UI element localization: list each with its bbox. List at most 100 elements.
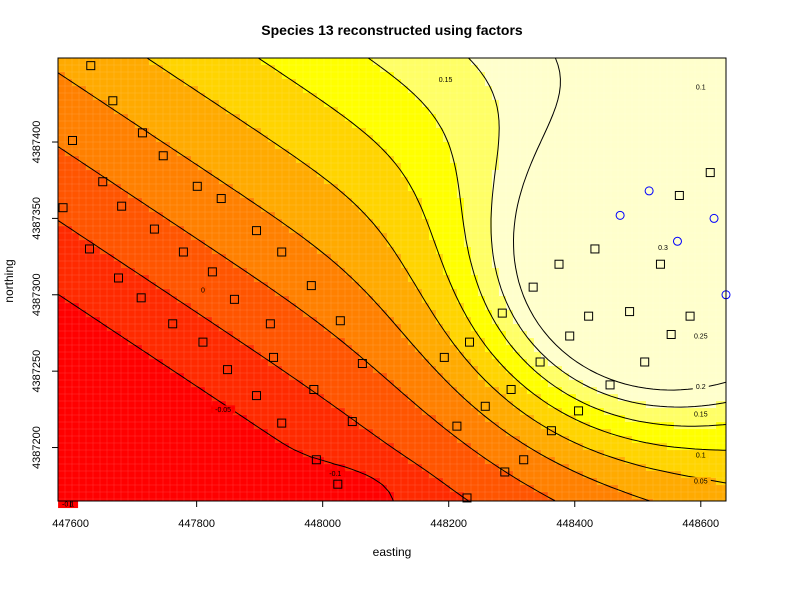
heatmap-cell (394, 352, 401, 359)
heatmap-cell (471, 359, 478, 366)
heatmap-cell (317, 380, 324, 387)
heatmap-cell (198, 72, 205, 79)
heatmap-cell (625, 289, 632, 296)
heatmap-cell (681, 331, 688, 338)
heatmap-cell (548, 296, 555, 303)
heatmap-cell (499, 121, 506, 128)
heatmap-cell (695, 282, 702, 289)
heatmap-cell (709, 387, 716, 394)
heatmap-cell (569, 184, 576, 191)
heatmap-cell (135, 107, 142, 114)
heatmap-cell (247, 191, 254, 198)
heatmap-cell (163, 261, 170, 268)
heatmap-cell (65, 310, 72, 317)
heatmap-cell (303, 65, 310, 72)
heatmap-cell (100, 149, 107, 156)
heatmap-cell (611, 366, 618, 373)
heatmap-cell (548, 170, 555, 177)
heatmap-cell (653, 310, 660, 317)
heatmap-cell (478, 177, 485, 184)
heatmap-cell (653, 58, 660, 65)
heatmap-cell (527, 156, 534, 163)
heatmap-cell (338, 282, 345, 289)
heatmap-cell (72, 128, 79, 135)
heatmap-cell (611, 191, 618, 198)
heatmap-cell (275, 317, 282, 324)
heatmap-cell (520, 142, 527, 149)
heatmap-cell (576, 163, 583, 170)
heatmap-cell (156, 233, 163, 240)
heatmap-cell (380, 212, 387, 219)
heatmap-cell (212, 324, 219, 331)
heatmap-cell (632, 415, 639, 422)
heatmap-cell (233, 233, 240, 240)
heatmap-cell (373, 359, 380, 366)
heatmap-cell (716, 86, 723, 93)
heatmap-cell (219, 359, 226, 366)
heatmap-cell (387, 240, 394, 247)
heatmap-cell (128, 79, 135, 86)
heatmap-cell (674, 114, 681, 121)
heatmap-cell (275, 156, 282, 163)
heatmap-cell (660, 296, 667, 303)
heatmap-cell (107, 359, 114, 366)
heatmap-cell (408, 142, 415, 149)
heatmap-cell (268, 79, 275, 86)
heatmap-cell (436, 156, 443, 163)
heatmap-cell (107, 366, 114, 373)
heatmap-cell (310, 317, 317, 324)
heatmap-cell (282, 296, 289, 303)
heatmap-cell (653, 387, 660, 394)
heatmap-cell (485, 303, 492, 310)
heatmap-cell (492, 380, 499, 387)
heatmap-cell (254, 345, 261, 352)
heatmap-cell (408, 261, 415, 268)
heatmap-cell (247, 86, 254, 93)
heatmap-cell (177, 135, 184, 142)
heatmap-cell (429, 275, 436, 282)
heatmap-cell (625, 394, 632, 401)
heatmap-cell (478, 268, 485, 275)
heatmap-cell (443, 394, 450, 401)
heatmap-cell (100, 142, 107, 149)
heatmap-cell (310, 72, 317, 79)
heatmap-cell (149, 345, 156, 352)
heatmap-cell (177, 107, 184, 114)
heatmap-cell (324, 268, 331, 275)
heatmap-cell (107, 254, 114, 261)
heatmap-cell (597, 233, 604, 240)
heatmap-cell (254, 205, 261, 212)
heatmap-cell (282, 268, 289, 275)
heatmap-cell (121, 387, 128, 394)
heatmap-cell (247, 233, 254, 240)
heatmap-cell (485, 100, 492, 107)
heatmap-cell (345, 58, 352, 65)
heatmap-cell (107, 128, 114, 135)
heatmap-cell (674, 93, 681, 100)
heatmap-cell (303, 380, 310, 387)
heatmap-cell (219, 233, 226, 240)
heatmap-cell (660, 415, 667, 422)
heatmap-cell (541, 401, 548, 408)
heatmap-cell (688, 226, 695, 233)
heatmap-cell (373, 352, 380, 359)
heatmap-cell (548, 198, 555, 205)
heatmap-cell (219, 177, 226, 184)
heatmap-cell (121, 177, 128, 184)
heatmap-cell (464, 233, 471, 240)
heatmap-cell (268, 114, 275, 121)
heatmap-cell (338, 310, 345, 317)
heatmap-cell (394, 107, 401, 114)
heatmap-cell (352, 387, 359, 394)
heatmap-cell (65, 142, 72, 149)
heatmap-cell (653, 100, 660, 107)
heatmap-cell (443, 212, 450, 219)
heatmap-cell (135, 135, 142, 142)
heatmap-cell (247, 394, 254, 401)
heatmap-cell (163, 303, 170, 310)
heatmap-cell (331, 226, 338, 233)
heatmap-cell (156, 226, 163, 233)
heatmap-cell (366, 317, 373, 324)
heatmap-cell (527, 247, 534, 254)
heatmap-cell (604, 282, 611, 289)
